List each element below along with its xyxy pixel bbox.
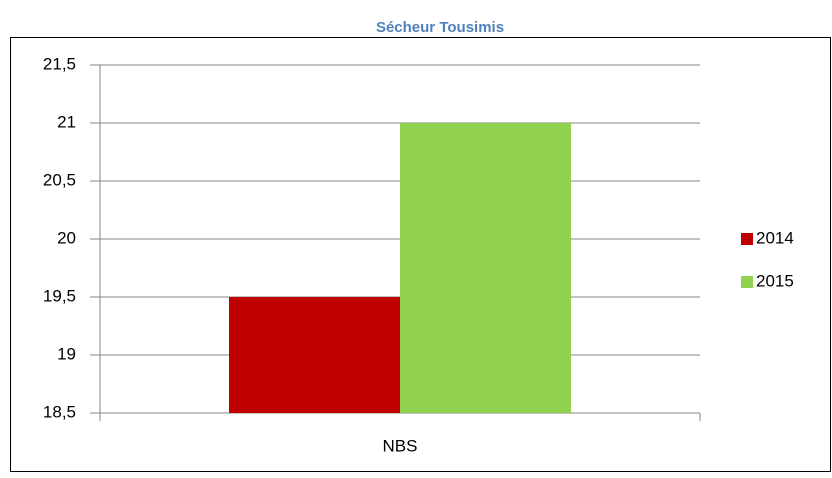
y-tick-label: 20	[57, 228, 76, 247]
legend-swatch	[741, 276, 753, 288]
legend-label: 2015	[756, 271, 794, 290]
chart-title: Sécheur Tousimis	[376, 19, 504, 36]
bar	[400, 123, 571, 413]
legend-swatch	[741, 233, 753, 245]
x-tick-label: NBS	[383, 436, 418, 455]
y-tick-label: 19	[57, 344, 76, 363]
y-tick-label: 21,5	[43, 54, 76, 73]
y-tick-label: 20,5	[43, 170, 76, 189]
legend-label: 2014	[756, 228, 794, 247]
y-tick-label: 19,5	[43, 286, 76, 305]
bar	[229, 297, 400, 413]
y-tick-label: 18,5	[43, 402, 76, 421]
y-tick-label: 21	[57, 112, 76, 131]
